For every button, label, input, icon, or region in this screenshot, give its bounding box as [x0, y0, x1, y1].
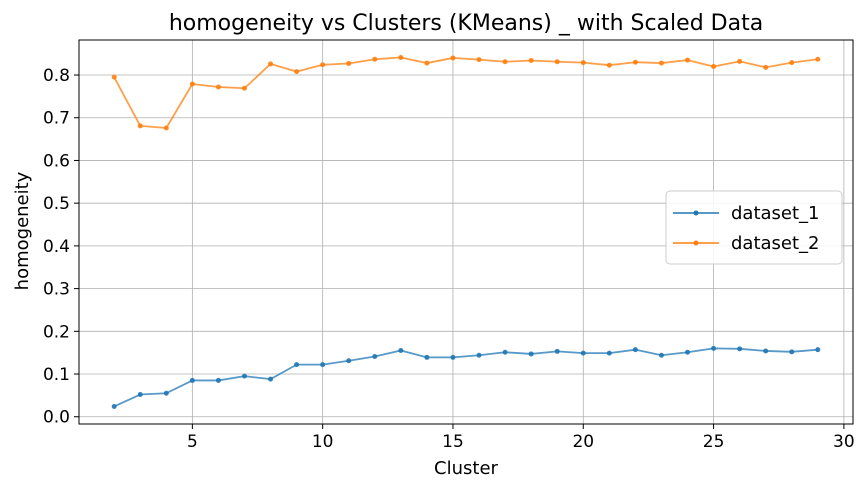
data-point — [215, 84, 221, 90]
x-tick-label: 10 — [312, 432, 334, 452]
data-point — [554, 59, 560, 65]
data-point — [737, 58, 743, 64]
data-point — [711, 63, 717, 69]
data-point — [268, 376, 274, 382]
data-point — [346, 60, 352, 66]
legend-box — [665, 190, 843, 265]
data-point — [711, 345, 717, 351]
data-point — [502, 59, 508, 65]
data-point — [137, 123, 143, 129]
data-point — [632, 347, 638, 353]
series-dataset-1 — [111, 345, 821, 409]
data-point — [580, 60, 586, 66]
data-point — [189, 81, 195, 87]
data-point — [685, 57, 691, 63]
chart-title: homogeneity vs Clusters (KMeans) _ with … — [169, 11, 763, 36]
series-layer — [111, 55, 821, 409]
x-tick-label: 30 — [833, 432, 855, 452]
data-point — [320, 62, 326, 68]
data-point — [554, 348, 560, 354]
data-point — [241, 373, 247, 379]
data-point — [763, 348, 769, 354]
data-point — [737, 346, 743, 352]
data-point — [372, 354, 378, 360]
x-tick-label: 15 — [442, 432, 464, 452]
data-point — [372, 56, 378, 62]
x-axis-label: Cluster — [434, 458, 498, 479]
data-point — [163, 390, 169, 396]
y-tick-label: 0.1 — [43, 365, 70, 385]
data-point — [215, 377, 221, 383]
data-point — [763, 64, 769, 70]
data-point — [632, 59, 638, 65]
y-tick-label: 0.4 — [43, 237, 70, 257]
data-point — [189, 377, 195, 383]
legend-marker-dataset-1 — [693, 210, 699, 216]
axis-ticks: 5 10 15 20 25 30 0.0 0.1 0.2 0.3 0.4 0.5 0.6 0.7 0.8 — [43, 66, 855, 452]
data-point — [685, 349, 691, 355]
legend-label-dataset-2: dataset_2 — [731, 233, 820, 254]
y-tick-label: 0.7 — [43, 109, 70, 129]
data-point — [580, 350, 586, 356]
data-point — [789, 60, 795, 66]
data-point — [606, 62, 612, 68]
x-tick-label: 25 — [703, 432, 725, 452]
data-point — [346, 358, 352, 364]
plot-frame — [78, 39, 854, 425]
y-tick-label: 0.8 — [43, 66, 70, 86]
series-line — [113, 56, 818, 129]
y-tick-label: 0.0 — [43, 408, 70, 428]
y-tick-label: 0.5 — [43, 194, 70, 214]
data-point — [424, 60, 430, 66]
series-line — [113, 347, 818, 408]
data-point — [450, 55, 456, 61]
data-point — [398, 55, 404, 61]
x-tick-label: 20 — [572, 432, 594, 452]
data-point — [241, 85, 247, 91]
data-point — [502, 349, 508, 355]
data-point — [424, 354, 430, 360]
data-point — [606, 350, 612, 356]
y-axis-label: homogeneity — [12, 171, 33, 290]
data-point — [789, 349, 795, 355]
data-point — [111, 74, 117, 80]
series-dataset-2 — [111, 55, 821, 131]
data-point — [320, 362, 326, 368]
data-point — [294, 362, 300, 368]
y-tick-label: 0.6 — [43, 151, 70, 171]
data-point — [815, 56, 821, 62]
data-point — [528, 58, 534, 64]
data-point — [398, 348, 404, 354]
data-point — [815, 347, 821, 353]
legend-marker-dataset-2 — [693, 240, 699, 246]
y-tick-label: 0.3 — [43, 280, 70, 300]
data-point — [268, 61, 274, 67]
data-point — [163, 125, 169, 131]
legend: dataset_1 dataset_2 — [665, 190, 843, 265]
data-point — [476, 57, 482, 63]
data-point — [476, 352, 482, 358]
data-point — [658, 60, 664, 66]
data-point — [111, 403, 117, 409]
data-point — [528, 351, 534, 357]
data-point — [658, 352, 664, 358]
data-point — [450, 354, 456, 360]
data-point — [294, 69, 300, 75]
data-point — [137, 392, 143, 398]
y-tick-label: 0.2 — [43, 322, 70, 342]
legend-label-dataset-1: dataset_1 — [731, 203, 820, 224]
x-tick-label: 5 — [187, 432, 198, 452]
